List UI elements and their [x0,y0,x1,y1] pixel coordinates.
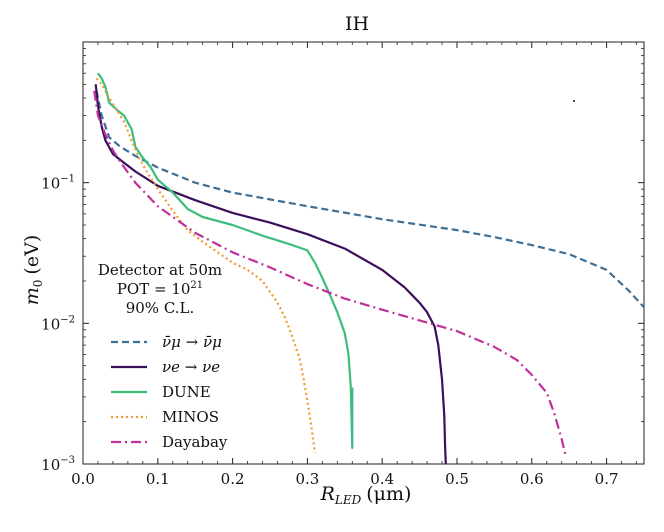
legend-label-4: Dayabay [162,433,228,451]
legend-pot-prefix: POT = 10 [117,280,191,298]
legend-label-0: ν̄μ → ν̄μ [162,333,222,351]
x-tick-label: 0.1 [146,470,170,488]
y-tick-label-exp: −1 [60,174,75,185]
x-tick-label: 0.2 [221,470,245,488]
y-axis-label-sub: 0 [31,280,45,288]
legend-pot-exp: 21 [190,280,203,291]
x-tick-label: 0.4 [370,470,394,488]
series-layer [93,72,645,465]
series-line-1 [94,84,447,465]
x-tick-label: 0.0 [71,470,95,488]
legend-header-line-3: 90% C.L. [126,299,195,317]
x-tick-label: 0.3 [295,470,319,488]
x-tick-label: 0.7 [595,470,619,488]
x-axis-label: RLED (μm) [320,483,412,507]
legend-label-3: MINOS [162,408,219,426]
x-axis-label-main: R [320,483,335,505]
legend-header-line-2: POT = 1021 [117,280,203,298]
series-line-4 [93,90,567,456]
y-tick-label-base: 10 [41,315,60,333]
x-tick-label: 0.5 [445,470,469,488]
legend-entries: ν̄μ → ν̄μ νe → νe DUNE MINOS Dayabay [111,333,228,451]
series-line-3 [95,77,316,454]
y-axis-label: m0 (eV) [21,235,45,305]
y-tick-label-exp: −3 [60,455,75,466]
stray-dot [573,100,575,102]
y-tick-label-exp: −2 [60,314,75,325]
plot-frame [82,41,645,465]
x-axis: 0.0 0.1 0.2 0.3 0.4 0.5 0.6 0.7 [71,42,637,488]
chart-title: IH [345,13,369,35]
x-axis-label-units: (μm) [366,483,411,505]
y-axis-label-main: m [21,287,43,305]
x-tick-label: 0.6 [520,470,544,488]
y-tick-label-base: 10 [41,175,60,193]
y-tick-label: 10−1 [41,174,75,193]
legend-label-1: νe → νe [162,358,220,376]
x-axis-label-sub: LED [334,493,362,507]
legend-header-line-1: Detector at 50m [98,261,222,279]
y-axis: 10−310−210−1 [41,48,644,474]
y-tick-label: 10−2 [41,314,75,333]
legend: Detector at 50m POT = 1021 90% C.L. ν̄μ … [98,261,228,451]
legend-label-2: DUNE [162,383,211,401]
series-line-0 [95,90,645,309]
y-tick-label: 10−3 [41,455,75,474]
y-axis-label-units: (eV) [21,235,43,275]
y-tick-label-base: 10 [41,456,60,474]
